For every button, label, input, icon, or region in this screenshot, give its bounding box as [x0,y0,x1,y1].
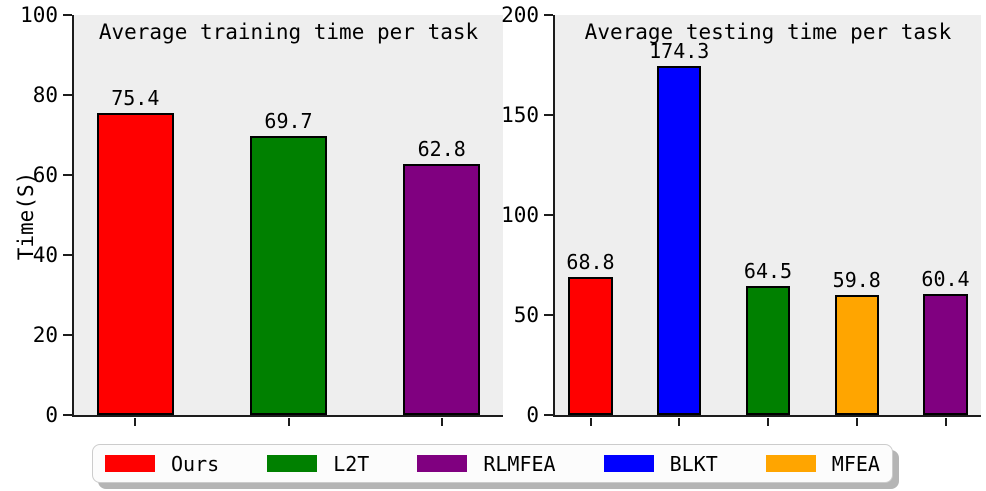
bar-value-label: 69.7 [264,109,313,134]
legend-label: MFEA [831,451,880,476]
y-tick-label: 40 [32,243,58,267]
bar-blkt [657,66,702,415]
y-tick-mark [63,334,72,336]
x-tick-mark [944,417,947,426]
bar-value-label: 174.3 [649,39,710,64]
bar-ours [568,277,613,415]
legend: Ours L2T RLMFEA BLKT MFEA [92,444,893,483]
y-tick-mark [544,114,553,116]
y-tick-mark [544,214,553,216]
testing-time-plot-area: Average testing time per task 0 50 100 150 2… [501,3,981,427]
x-tick-mark [855,417,858,426]
legend-item-mfea: MFEA [765,451,880,476]
training-time-plot-area: Average training time per task 0 20 40 60 80… [20,3,503,427]
y-tick-mark [544,14,553,16]
legend-item-rlmfea: RLMFEA [417,451,556,476]
x-tick-mark [287,417,290,426]
y-tick-label: 20 [32,323,58,347]
bar-value-label: 59.8 [832,268,881,293]
legend-item-blkt: BLKT [603,451,718,476]
y-tick-label: 80 [32,83,58,107]
legend-swatch-mfea [765,455,816,472]
legend-label: Ours [171,451,220,476]
y-tick-mark [63,174,72,176]
x-tick-mark [767,417,769,426]
y-tick-mark [63,254,72,256]
bar-value-label: 60.4 [921,267,970,292]
y-tick-mark [63,414,72,416]
legend-item-ours: Ours [105,452,219,476]
bar-ours [96,113,174,415]
bar-mfea [834,295,879,415]
y-tick-label: 100 [20,3,58,27]
y-tick-mark [63,14,72,16]
y-tick-label: 60 [32,163,58,187]
y-tick-mark [544,414,553,416]
bar-rlmfea [403,163,480,415]
legend-swatch-l2t [267,455,318,472]
x-tick-mark [134,417,137,426]
legend-label: BLKT [669,451,718,476]
training-plot-title: Average training time per task [98,20,479,44]
bar-l2t [250,136,327,415]
bar-value-label: 62.8 [417,136,466,161]
y-tick-label: 50 [513,303,539,327]
bar-value-label: 75.4 [111,86,160,111]
x-tick-mark [678,417,681,426]
y-tick-label: 0 [526,403,539,427]
bar-value-label: 64.5 [743,259,793,283]
y-tick-mark [63,94,72,96]
testing-plot-title: Average testing time per task [584,20,952,44]
legend-item-l2t: L2T [267,452,369,476]
x-tick-mark [589,417,592,426]
legend-label: L2T [333,451,370,476]
legend-swatch-ours [105,455,155,472]
y-tick-label: 100 [501,203,539,227]
legend-label: RLMFEA [483,451,556,476]
x-tick-mark [440,417,443,426]
bar-value-label: 68.8 [566,250,615,275]
y-tick-label: 200 [501,3,539,27]
y-tick-label: 0 [45,403,58,427]
legend-swatch-blkt [603,455,654,472]
legend-swatch-rlmfea [417,455,468,472]
y-axis-label: Time(S) [14,171,38,261]
bar-l2t [745,286,791,415]
y-tick-label: 150 [501,103,539,127]
bar-rlmfea [923,294,968,415]
y-tick-mark [544,314,553,316]
